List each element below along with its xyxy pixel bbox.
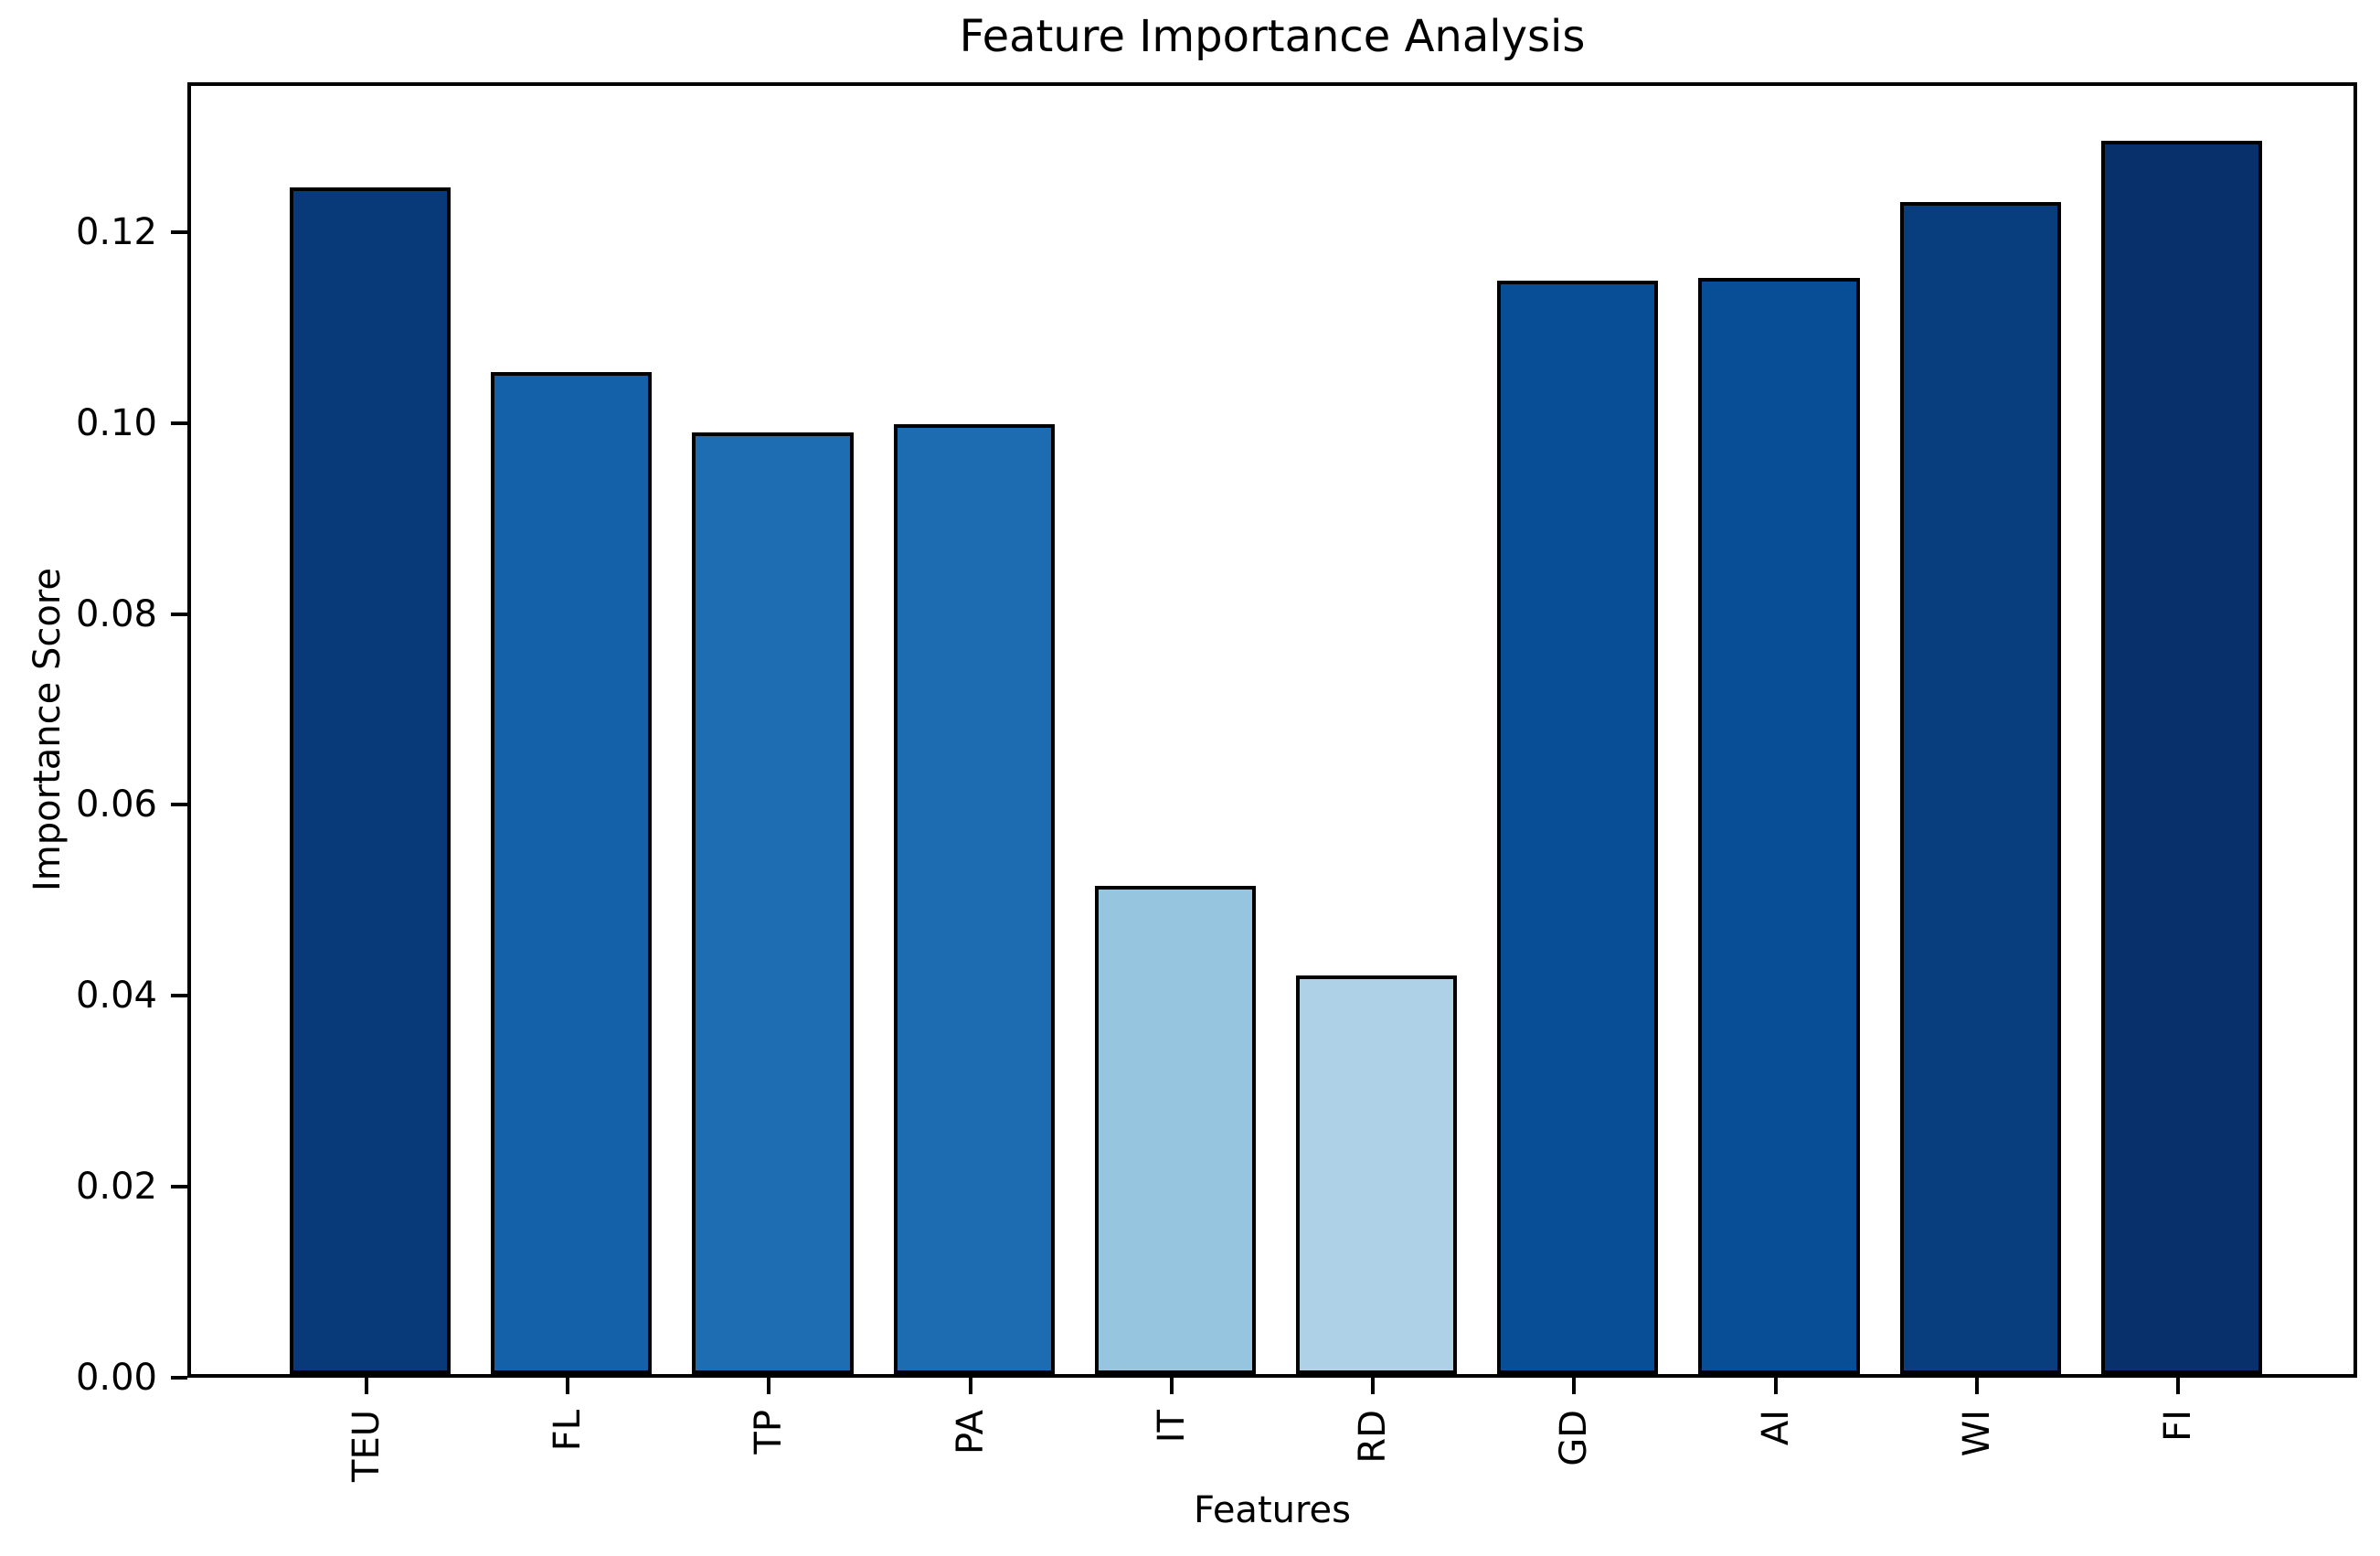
x-tick-label-fi: FI <box>2157 1410 2199 1442</box>
x-tick-mark <box>1974 1378 1979 1394</box>
y-tick-label: 0.02 <box>75 1166 157 1209</box>
x-tick-label-tp: TP <box>748 1410 791 1455</box>
x-tick-mark <box>968 1378 972 1394</box>
bar-fi <box>2100 140 2263 1374</box>
x-tick-mark <box>2176 1378 2180 1394</box>
chart-title: Feature Importance Analysis <box>959 11 1586 62</box>
y-tick-mark <box>171 1376 187 1380</box>
x-tick-label-wi: WI <box>1955 1410 1998 1457</box>
x-tick-mark <box>566 1378 570 1394</box>
x-tick-mark <box>1773 1378 1778 1394</box>
bar-wi <box>1899 201 2061 1374</box>
x-tick-mark <box>1572 1378 1577 1394</box>
bar-gd <box>1497 281 1659 1374</box>
x-tick-mark <box>1169 1378 1174 1394</box>
x-tick-label-fl: FL <box>547 1410 590 1452</box>
x-tick-mark <box>364 1378 368 1394</box>
y-tick-mark <box>171 612 187 616</box>
bar-fl <box>491 371 653 1374</box>
y-tick-label: 0.04 <box>75 975 157 1018</box>
x-tick-mark <box>767 1378 771 1394</box>
x-tick-label-ai: AI <box>1754 1410 1797 1446</box>
x-axis-label: Features <box>1194 1489 1351 1531</box>
y-tick-mark <box>171 994 187 998</box>
bar-it <box>1094 886 1256 1374</box>
x-tick-mark <box>1371 1378 1376 1394</box>
y-tick-label: 0.08 <box>75 592 157 635</box>
bar-rd <box>1296 975 1458 1374</box>
x-tick-label-pa: PA <box>949 1410 992 1455</box>
y-tick-mark <box>171 421 187 425</box>
y-axis-label: Importance Score <box>27 568 69 891</box>
x-tick-label-rd: RD <box>1352 1410 1395 1464</box>
y-tick-mark <box>171 229 187 234</box>
y-tick-mark <box>171 803 187 807</box>
y-tick-label: 0.00 <box>75 1357 157 1399</box>
bar-teu <box>289 187 452 1374</box>
plot-area <box>187 82 2357 1378</box>
x-tick-label-teu: TEU <box>345 1410 388 1482</box>
bar-tp <box>692 432 854 1374</box>
x-tick-label-gd: GD <box>1553 1410 1596 1466</box>
bar-ai <box>1698 278 1860 1374</box>
y-tick-label: 0.12 <box>75 210 157 253</box>
x-tick-label-it: IT <box>1150 1410 1193 1444</box>
y-tick-label: 0.10 <box>75 401 157 444</box>
y-tick-label: 0.06 <box>75 783 157 826</box>
bar-pa <box>893 424 1055 1374</box>
y-tick-mark <box>171 1185 187 1189</box>
